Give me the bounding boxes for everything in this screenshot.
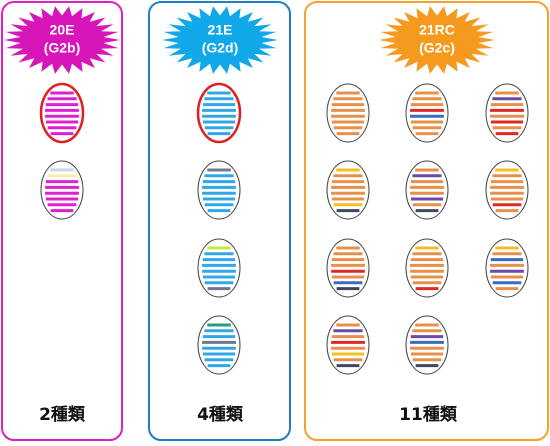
starburst — [162, 6, 278, 74]
badge-label: (G2b) — [44, 40, 81, 56]
count-label: 4種類 — [197, 404, 244, 425]
badges — [4, 6, 495, 74]
badge-label: 21RC — [419, 22, 455, 38]
badge-label: 20E — [50, 22, 75, 38]
starburst — [4, 6, 120, 74]
panel-21e — [148, 1, 291, 441]
badge-label: 21E — [208, 22, 233, 38]
starburst — [379, 6, 495, 74]
strains — [39, 82, 529, 375]
count-label: 2種類 — [39, 404, 86, 425]
panel-21rc — [304, 1, 549, 441]
count-label: 11種類 — [399, 404, 458, 425]
panel-20e — [1, 1, 123, 441]
badge-label: (G2c) — [419, 40, 455, 56]
badge-label: (G2d) — [202, 40, 239, 56]
